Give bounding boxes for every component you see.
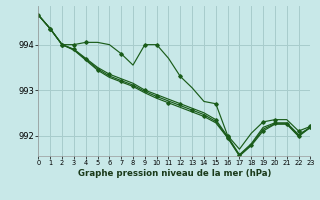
X-axis label: Graphe pression niveau de la mer (hPa): Graphe pression niveau de la mer (hPa)	[78, 169, 271, 178]
